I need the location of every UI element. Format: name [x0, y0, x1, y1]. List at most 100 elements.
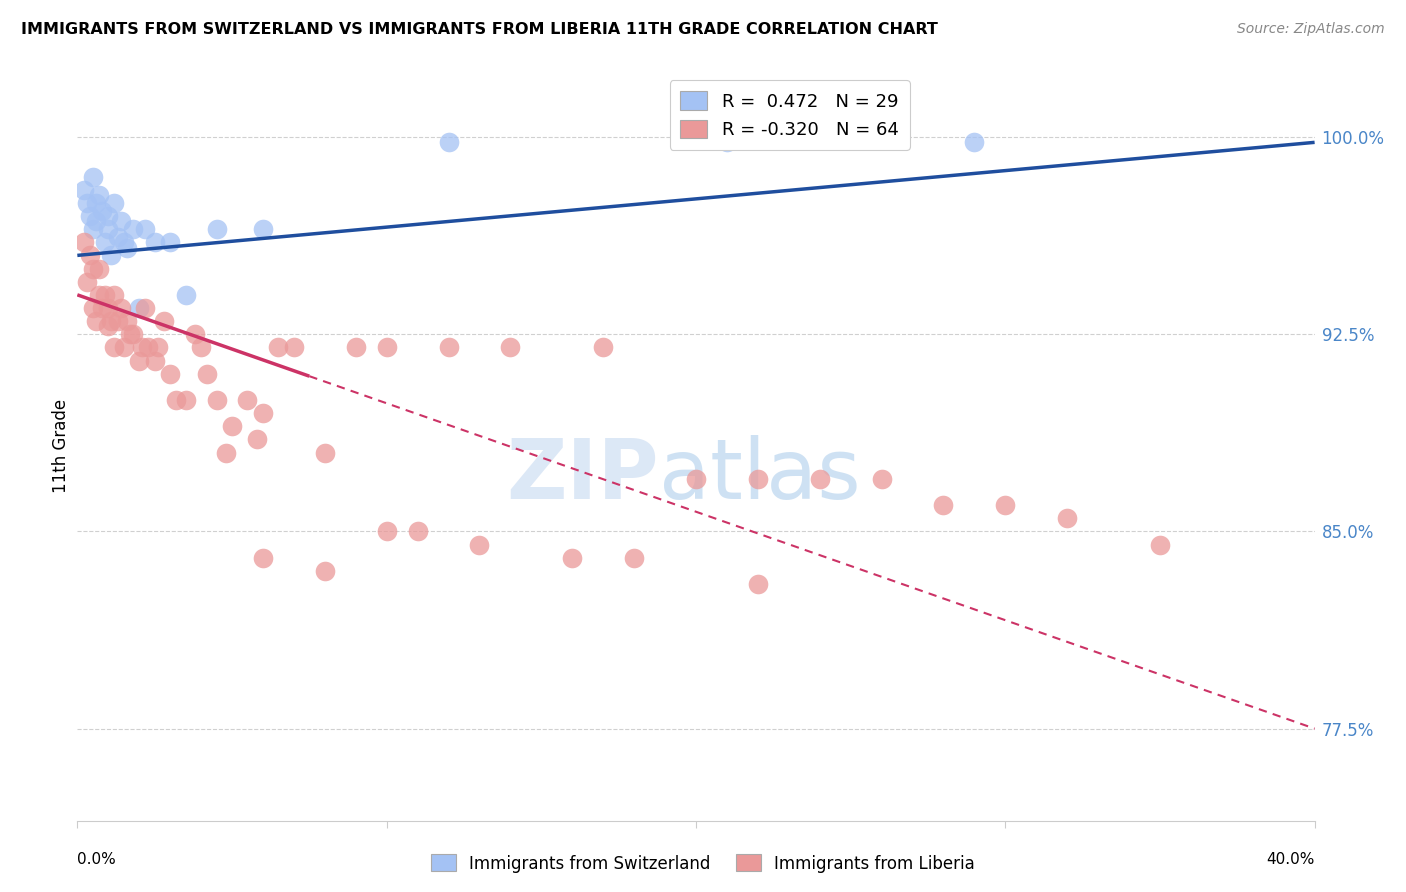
Point: [437, 340, 460, 354]
Point: [159, 235, 181, 250]
Point: [110, 301, 132, 315]
Point: [112, 235, 135, 250]
Point: [468, 538, 491, 552]
Point: [115, 314, 138, 328]
Point: [344, 340, 367, 354]
Text: 0.0%: 0.0%: [77, 852, 117, 867]
Point: [112, 340, 135, 354]
Point: [138, 340, 160, 354]
Text: Source: ZipAtlas.com: Source: ZipAtlas.com: [1237, 22, 1385, 37]
Point: [84, 314, 107, 328]
Point: [592, 340, 614, 354]
Point: [623, 550, 645, 565]
Point: [82, 301, 104, 315]
Point: [375, 524, 398, 539]
Point: [107, 314, 129, 328]
Point: [122, 327, 145, 342]
Point: [932, 498, 955, 512]
Point: [128, 301, 150, 315]
Point: [870, 472, 893, 486]
Point: [143, 235, 166, 250]
Point: [561, 550, 583, 565]
Point: [252, 406, 274, 420]
Point: [97, 222, 120, 236]
Point: [215, 445, 238, 459]
Legend: Immigrants from Switzerland, Immigrants from Liberia: Immigrants from Switzerland, Immigrants …: [425, 847, 981, 880]
Point: [252, 222, 274, 236]
Point: [72, 183, 94, 197]
Point: [184, 327, 207, 342]
Point: [131, 340, 153, 354]
Point: [115, 240, 138, 254]
Point: [437, 136, 460, 150]
Point: [94, 235, 117, 250]
Point: [100, 248, 122, 262]
Point: [205, 392, 228, 407]
Point: [205, 222, 228, 236]
Point: [143, 353, 166, 368]
Point: [174, 392, 197, 407]
Text: 40.0%: 40.0%: [1267, 852, 1315, 867]
Point: [110, 214, 132, 228]
Point: [994, 498, 1017, 512]
Point: [72, 235, 94, 250]
Point: [963, 136, 986, 150]
Point: [195, 367, 218, 381]
Point: [267, 340, 290, 354]
Point: [94, 288, 117, 302]
Point: [406, 524, 429, 539]
Point: [87, 288, 110, 302]
Point: [174, 288, 197, 302]
Point: [107, 230, 129, 244]
Point: [747, 472, 769, 486]
Point: [134, 222, 156, 236]
Point: [716, 136, 738, 150]
Point: [159, 367, 181, 381]
Point: [97, 319, 120, 334]
Point: [146, 340, 169, 354]
Point: [808, 472, 831, 486]
Point: [685, 472, 707, 486]
Point: [122, 222, 145, 236]
Point: [747, 577, 769, 591]
Point: [128, 353, 150, 368]
Point: [165, 392, 187, 407]
Point: [87, 261, 110, 276]
Point: [190, 340, 212, 354]
Point: [283, 340, 305, 354]
Point: [103, 288, 125, 302]
Point: [82, 261, 104, 276]
Point: [314, 564, 336, 578]
Legend: R =  0.472   N = 29, R = -0.320   N = 64: R = 0.472 N = 29, R = -0.320 N = 64: [669, 80, 910, 150]
Point: [91, 301, 114, 315]
Point: [97, 301, 120, 315]
Point: [153, 314, 176, 328]
Text: atlas: atlas: [659, 435, 860, 516]
Point: [91, 203, 114, 218]
Point: [118, 327, 141, 342]
Point: [84, 195, 107, 210]
Point: [79, 248, 101, 262]
Point: [97, 209, 120, 223]
Point: [236, 392, 259, 407]
Text: IMMIGRANTS FROM SWITZERLAND VS IMMIGRANTS FROM LIBERIA 11TH GRADE CORRELATION CH: IMMIGRANTS FROM SWITZERLAND VS IMMIGRANT…: [21, 22, 938, 37]
Point: [79, 209, 101, 223]
Text: ZIP: ZIP: [506, 435, 659, 516]
Y-axis label: 11th Grade: 11th Grade: [52, 399, 70, 493]
Point: [1149, 538, 1171, 552]
Point: [221, 419, 243, 434]
Point: [76, 195, 98, 210]
Point: [314, 445, 336, 459]
Point: [499, 340, 522, 354]
Point: [76, 275, 98, 289]
Point: [87, 188, 110, 202]
Point: [100, 314, 122, 328]
Point: [134, 301, 156, 315]
Point: [82, 222, 104, 236]
Point: [82, 169, 104, 184]
Point: [246, 433, 269, 447]
Point: [252, 550, 274, 565]
Point: [1056, 511, 1078, 525]
Point: [84, 214, 107, 228]
Point: [103, 340, 125, 354]
